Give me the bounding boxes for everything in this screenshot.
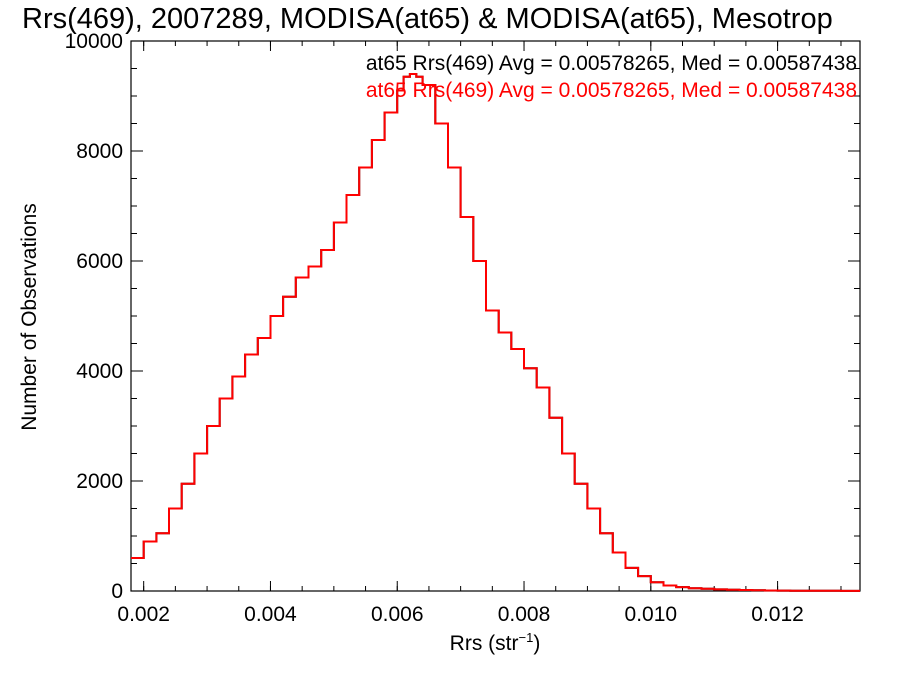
x-axis-label-main: Rrs (str xyxy=(450,632,519,655)
legend-entry-black: at65 Rrs(469) Avg = 0.00578265, Med = 0.… xyxy=(366,52,857,75)
x-axis-label: Rrs (str−1) xyxy=(450,630,541,655)
series-line-black xyxy=(131,73,860,592)
chart-title: Rrs(469), 2007289, MODISA(at65) & MODISA… xyxy=(22,3,833,35)
x-tick-label: 0.010 xyxy=(625,603,678,626)
plot-area-border xyxy=(130,40,861,592)
y-tick-label: 8000 xyxy=(76,140,123,163)
y-tick-label: 10000 xyxy=(65,30,123,53)
x-axis-label-close: ) xyxy=(533,632,540,655)
legend-entry-red: at65 Rrs(469) Avg = 0.00578265, Med = 0.… xyxy=(366,79,857,102)
series-line-red xyxy=(131,73,860,592)
x-tick-label: 0.004 xyxy=(244,603,297,626)
x-tick-label: 0.002 xyxy=(117,603,170,626)
y-axis-ticks: 0 2000 4000 6000 8000 10000 xyxy=(65,30,860,603)
x-tick-label: 0.008 xyxy=(498,603,551,626)
x-axis-label-superscript: −1 xyxy=(519,630,534,645)
x-axis-ticks: 0.002 0.004 0.006 0.008 0.010 0.012 xyxy=(117,41,842,626)
y-tick-label: 2000 xyxy=(76,470,123,493)
y-tick-label: 6000 xyxy=(76,250,123,273)
y-tick-label: 4000 xyxy=(76,360,123,383)
plot-frame xyxy=(130,40,861,592)
series-layer xyxy=(131,73,860,592)
x-tick-label: 0.012 xyxy=(751,603,804,626)
x-tick-label: 0.006 xyxy=(371,603,424,626)
y-axis-label: Number of Observations xyxy=(18,203,41,431)
y-tick-label: 0 xyxy=(111,580,123,603)
